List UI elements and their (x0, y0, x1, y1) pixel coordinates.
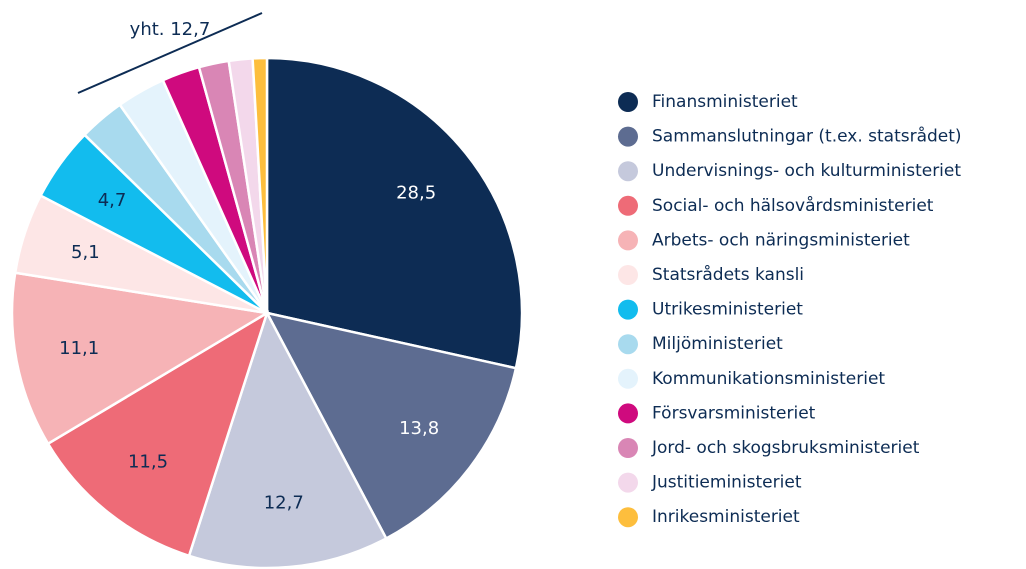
legend-swatch (618, 299, 638, 320)
pie-slice (10, 271, 271, 446)
legend-swatch (618, 161, 638, 182)
pie-slice (46, 310, 270, 558)
legend-swatch (618, 472, 638, 493)
legend-swatch (618, 230, 638, 251)
legend-swatch (618, 403, 638, 424)
legend-label: Social- och hälsovårdsministeriet (652, 195, 934, 216)
data-label: 5,1 (71, 242, 100, 263)
pie-slice (265, 56, 524, 370)
annotation: yht. 12,7 (130, 19, 211, 40)
legend-label: Sammanslutningar (t.ex. statsrådet) (652, 126, 962, 147)
legend-label: Miljöministeriet (652, 334, 783, 354)
pie-slice (251, 56, 269, 314)
legend-swatch (618, 92, 638, 112)
legend-label: Inrikesministeriet (652, 507, 800, 527)
data-label: 12,7 (264, 493, 304, 514)
legend-swatch (618, 126, 638, 147)
legend-label: Finansministeriet (652, 92, 798, 112)
legend-swatch (618, 368, 638, 389)
legend-label: Arbets- och näringsministeriet (652, 230, 910, 250)
legend-label: Utrikesministeriet (652, 300, 803, 320)
data-label: 13,8 (399, 418, 439, 439)
legend-label: Undervisnings- och kulturministeriet (652, 161, 961, 181)
legend-swatch (618, 265, 638, 285)
annotation-line (77, 12, 263, 94)
legend-swatch (618, 507, 638, 528)
data-label: 11,1 (59, 338, 99, 359)
legend-label: Försvarsministeriet (652, 403, 816, 423)
legend-label: Statsrådets kansli (652, 264, 804, 285)
data-label: 4,7 (98, 190, 127, 211)
legend-label: Justitieministeriet (651, 473, 802, 493)
data-label: 11,5 (128, 452, 168, 473)
data-label: 28,5 (396, 182, 436, 203)
pie-slice (187, 309, 388, 569)
legend-label: Jord- och skogsbruksministeriet (651, 438, 920, 458)
pie-slice (264, 311, 518, 541)
legend-label: Kommunikationsministeriet (652, 369, 885, 389)
legend-swatch (618, 334, 638, 355)
legend-swatch (618, 438, 638, 458)
legend-swatch (618, 195, 638, 216)
